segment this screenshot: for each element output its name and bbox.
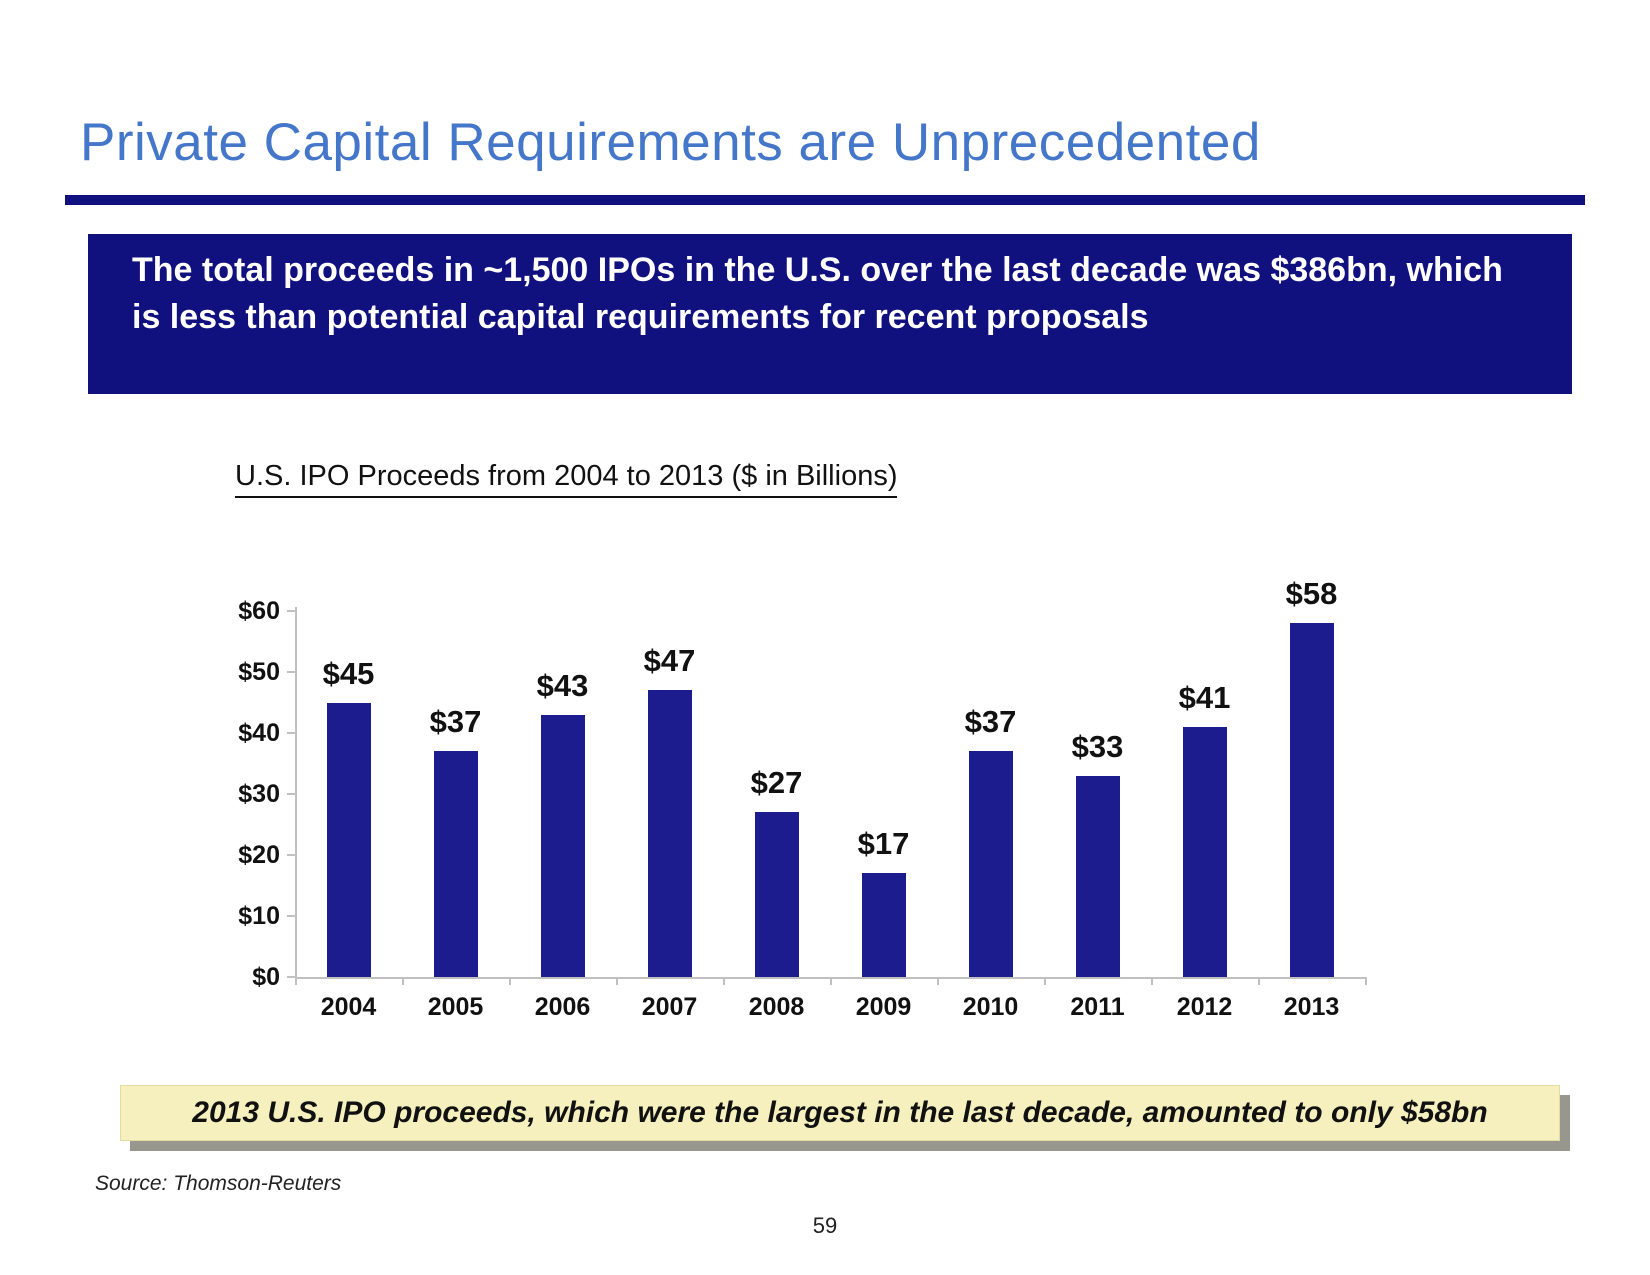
highlight-note: 2013 U.S. IPO proceeds, which were the l… [120,1085,1560,1141]
y-tick-label: $50 [238,658,280,686]
x-tick [509,977,511,985]
y-tick [287,671,295,673]
x-tick [723,977,725,985]
bar-chart: $0 $10 $20 $30 $40 $50 $60 $45 2004 $37 2005 $43 200… [0,540,1650,1050]
x-category-label: 2012 [1176,993,1233,1021]
x-category-label: 2010 [962,993,1019,1021]
summary-callout: The total proceeds in ~1,500 IPOs in the… [88,234,1572,394]
bar-value-label: $17 [857,826,910,862]
x-tick [1151,977,1153,985]
bar-2009 [861,873,906,977]
bar-2008 [754,812,799,977]
x-tick [616,977,618,985]
bar-2005 [433,751,478,977]
chart-title: U.S. IPO Proceeds from 2004 to 2013 ($ i… [235,460,898,498]
y-axis-line [295,607,297,979]
bar-2007 [647,690,692,977]
y-tick-label: $0 [252,963,280,991]
bar-2004 [326,702,371,977]
title-rule [65,195,1585,205]
bar-value-label: $33 [1071,728,1124,764]
bar-value-label: $45 [322,655,375,691]
y-tick-label: $40 [238,719,280,747]
source-note: Source: Thomson-Reuters [95,1172,342,1195]
y-tick [287,610,295,612]
x-tick [1044,977,1046,985]
y-tick-label: $30 [238,780,280,808]
x-category-label: 2006 [534,993,591,1021]
bar-value-label: $47 [643,643,696,679]
y-tick-label: $20 [238,841,280,869]
page-title: Private Capital Requirements are Unprece… [80,113,1261,172]
x-category-label: 2007 [641,993,698,1021]
bar-value-label: $37 [429,704,482,740]
bar-value-label: $27 [750,765,803,801]
y-tick [287,793,295,795]
x-category-label: 2009 [855,993,912,1021]
bar-value-label: $58 [1285,576,1338,612]
bar-2006 [540,714,585,977]
page-number: 59 [812,1213,838,1238]
bar-value-label: $37 [964,704,1017,740]
x-tick [1365,977,1367,985]
x-category-label: 2008 [748,993,805,1021]
x-tick [1258,977,1260,985]
bar-value-label: $41 [1178,679,1231,715]
x-category-label: 2005 [427,993,484,1021]
y-tick [287,854,295,856]
x-tick [295,977,297,985]
bar-2013 [1289,623,1334,977]
y-tick-label: $60 [238,597,280,625]
x-category-label: 2011 [1070,993,1125,1021]
bar-2012 [1182,726,1227,977]
y-tick [287,976,295,978]
bar-2010 [968,751,1013,977]
y-tick [287,732,295,734]
x-category-label: 2013 [1283,993,1340,1021]
y-tick-label: $10 [238,902,280,930]
x-tick [937,977,939,985]
bar-value-label: $43 [536,667,589,703]
bar-2011 [1075,775,1120,977]
x-tick [402,977,404,985]
x-tick [830,977,832,985]
x-category-label: 2004 [320,993,377,1021]
y-tick [287,915,295,917]
